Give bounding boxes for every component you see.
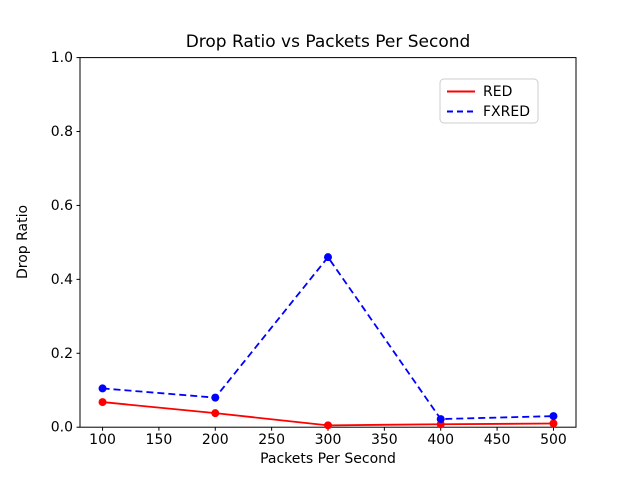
x-tick-label: 100: [89, 432, 116, 448]
series-layer: [98, 253, 558, 430]
y-tick-label: 0.2: [51, 346, 73, 362]
y-axis-label: Drop Ratio: [15, 205, 31, 279]
y-tick-label: 0.6: [51, 198, 73, 214]
x-tick-label: 400: [427, 432, 454, 448]
series-line-fxred: [102, 255, 554, 420]
data-point-red: [98, 398, 107, 407]
x-tick-label: 150: [146, 432, 173, 448]
y-tick-label: 0.4: [51, 272, 73, 288]
y-tick-label: 0.0: [51, 420, 73, 436]
x-tick-label: 350: [371, 432, 398, 448]
data-point-red: [211, 409, 220, 418]
y-tick-label: 1.0: [51, 50, 73, 66]
x-tick-label: 450: [484, 432, 511, 448]
data-point-fxred: [98, 384, 107, 393]
x-tick-label: 200: [202, 432, 229, 448]
legend: RED FXRED: [439, 78, 539, 124]
data-point-red: [324, 421, 332, 430]
legend-box: [439, 78, 539, 124]
y-tick-label: 0.8: [51, 124, 73, 140]
data-point-fxred: [211, 393, 220, 402]
x-axis-label: Packets Per Second: [260, 451, 396, 467]
data-point-fxred: [549, 412, 558, 421]
data-point-fxred: [324, 253, 332, 262]
x-tick-label: 250: [258, 432, 285, 448]
data-point-red: [549, 419, 558, 428]
data-point-fxred: [436, 415, 445, 424]
x-tick-label: 300: [315, 432, 342, 448]
axes-layer: 100 150 200 250 300 350 400 450 500 0.0 0.2 0.4 0.6 0…: [51, 50, 577, 448]
x-tick-label: 500: [540, 432, 567, 448]
legend-label-fxred: FXRED: [483, 104, 530, 120]
chart-title: Drop Ratio vs Packets Per Second: [186, 32, 471, 52]
legend-label-red: RED: [483, 84, 512, 100]
